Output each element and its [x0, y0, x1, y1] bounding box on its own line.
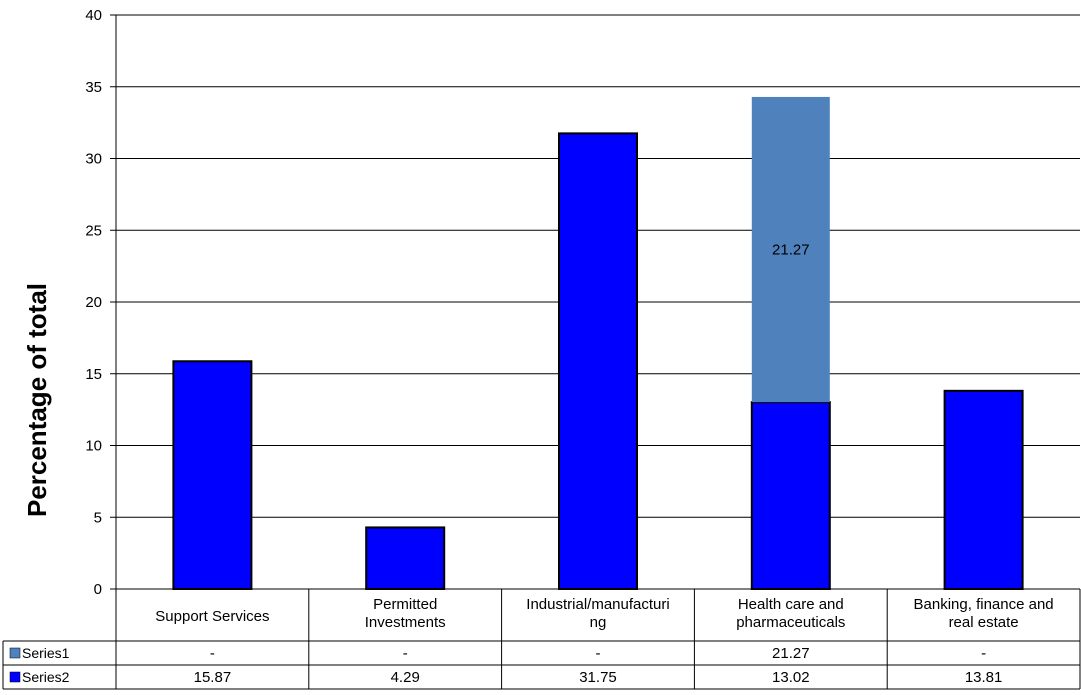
- legend-label: Series1: [22, 645, 70, 661]
- category-label: Banking, finance and: [914, 596, 1054, 613]
- table-cell: 31.75: [579, 669, 617, 686]
- legend-label: Series2: [22, 669, 70, 685]
- table-cell: 13.02: [772, 669, 810, 686]
- category-label: Investments: [365, 614, 446, 631]
- table-cell: -: [981, 645, 986, 662]
- category-label: ng: [590, 614, 607, 631]
- y-axis-title: Percentage of total: [22, 283, 52, 517]
- y-tick-label: 35: [85, 79, 102, 96]
- bars: 21.27: [172, 96, 1024, 590]
- category-label: Industrial/manufacturi: [526, 596, 669, 613]
- category-label: Health care and: [738, 596, 844, 613]
- data-label: 21.27: [772, 242, 810, 259]
- bar-series1-3: [751, 96, 830, 403]
- y-tick-label: 0: [94, 581, 102, 598]
- table-cell: -: [210, 645, 215, 662]
- category-label: Permitted: [373, 596, 437, 613]
- bar-series2-2: [558, 132, 638, 590]
- table-cell: 21.27: [772, 645, 810, 662]
- table-cell: -: [596, 645, 601, 662]
- table-cell: 15.87: [194, 669, 232, 686]
- bar-series2-4: [943, 389, 1024, 590]
- y-tick-label: 15: [85, 366, 102, 383]
- table-cell: 4.29: [391, 669, 420, 686]
- table-cell: 13.81: [965, 669, 1003, 686]
- category-label: pharmaceuticals: [736, 614, 845, 631]
- y-tick-label: 5: [94, 509, 102, 526]
- y-tick-label: 30: [85, 151, 102, 168]
- y-tick-label: 40: [85, 7, 102, 24]
- y-axis: 0 5 10 15 20 25 30 35 40: [85, 7, 1080, 598]
- legend-key-series2: [9, 671, 21, 683]
- y-tick-label: 20: [85, 294, 102, 311]
- category-label: real estate: [949, 614, 1019, 631]
- bar-series2-0: [172, 360, 253, 590]
- legend-key-series1: [9, 647, 21, 659]
- bar-series2-1: [365, 526, 446, 590]
- y-tick-label: 10: [85, 438, 102, 455]
- category-label: Support Services: [155, 608, 269, 625]
- bar-series2-3: [750, 401, 831, 590]
- table-cell: -: [403, 645, 408, 662]
- y-tick-label: 25: [85, 222, 102, 239]
